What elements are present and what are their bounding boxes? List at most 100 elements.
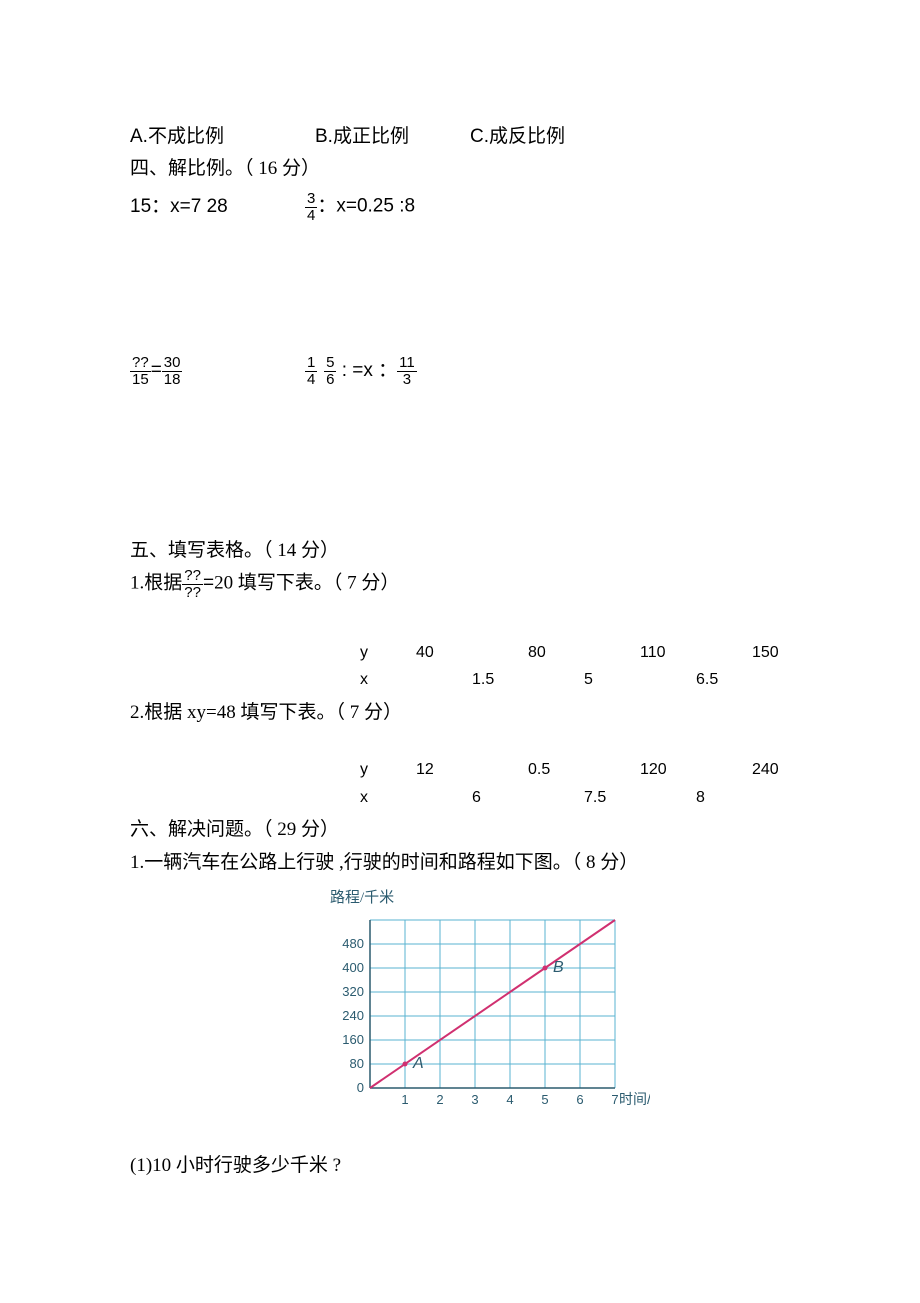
frac-den: ??: [182, 585, 203, 601]
frac-num: 1: [305, 355, 317, 372]
table-cell: 5: [584, 666, 640, 694]
eq2-left-frac-b: 30 18: [162, 355, 183, 388]
option-b-label: B.: [315, 126, 333, 147]
frac-num: 30: [162, 355, 183, 372]
table-cell: [696, 756, 752, 784]
chart-svg: 0801602403204004801234567时间/时AB: [330, 910, 650, 1110]
svg-text:2: 2: [436, 1092, 443, 1107]
table-cell: 12: [416, 756, 472, 784]
svg-text:5: 5: [541, 1092, 548, 1107]
svg-text:3: 3: [471, 1092, 478, 1107]
frac-num: 5: [324, 355, 336, 372]
table-cell: 0.5: [528, 756, 584, 784]
eq1-right-frac: 3 4: [305, 191, 317, 224]
table-row-label: y: [360, 756, 416, 784]
sec6-q1-sub: (1)10 小时行驶多少千米 ?: [130, 1151, 790, 1181]
table-cell: [472, 756, 528, 784]
spacer: [130, 1129, 790, 1149]
mc-options-row: A.不成比例 B.成正比例 C.成反比例: [130, 122, 790, 152]
sec5-q1: 1.根据 ?? ?? =20 填写下表。（ 7 分）: [130, 568, 790, 601]
frac-den: 6: [324, 372, 336, 388]
table-cell: 6: [472, 784, 528, 812]
table-cell: 120: [640, 756, 696, 784]
eq2-right-frac-c: 11 3: [397, 355, 417, 388]
table-2: y120.5120240x67.58: [360, 756, 790, 811]
section-6-title: 六、解决问题。（ 29 分）: [130, 815, 790, 845]
svg-text:0: 0: [357, 1080, 364, 1095]
svg-text:240: 240: [342, 1008, 364, 1023]
section-5-title: 五、填写表格。（ 14 分）: [130, 536, 790, 566]
spacer: [130, 394, 790, 534]
option-a-text: 不成比例: [148, 126, 224, 147]
table-cell: [752, 784, 808, 812]
eq2-right-frac-a: 1 4: [305, 355, 317, 388]
frac-num: 3: [305, 191, 317, 208]
table-cell: [416, 666, 472, 694]
table-cell: 150: [752, 639, 808, 667]
table-cell: 7.5: [584, 784, 640, 812]
svg-text:7: 7: [611, 1092, 618, 1107]
frac-den: 18: [162, 372, 183, 388]
sec5-q1-frac: ?? ??: [182, 568, 203, 601]
chart-y-label: 路程/千米: [330, 886, 650, 910]
eq1-left: 15：x=7 28: [130, 192, 305, 222]
page: A.不成比例 B.成正比例 C.成反比例 四、解比例。（ 16 分） 15：x=…: [0, 0, 920, 1243]
table-cell: [584, 756, 640, 784]
table-cell: [752, 666, 808, 694]
spacer: [130, 603, 790, 631]
svg-text:480: 480: [342, 936, 364, 951]
svg-text:320: 320: [342, 984, 364, 999]
table-cell: 6.5: [696, 666, 752, 694]
eq1-right-tail: ：x=0.25 :8: [317, 195, 415, 216]
option-b: B.成正比例: [315, 122, 470, 152]
table-cell: 1.5: [472, 666, 528, 694]
eq2-right-frac-b: 5 6: [324, 355, 336, 388]
table-1: y4080110150x1.556.5: [360, 639, 790, 694]
chart: 路程/千米 0801602403204004801234567时间/时AB: [330, 886, 650, 1120]
option-c-text: 成反比例: [489, 126, 565, 147]
table-cell: [472, 639, 528, 667]
eq-row-2: ?? 15 = 30 18 1 4 5 6 : =x ： 11 3: [130, 355, 790, 388]
eq-row-1: 15：x=7 28 3 4 ：x=0.25 :8: [130, 191, 790, 224]
table-cell: 240: [752, 756, 808, 784]
table-row-label: x: [360, 666, 416, 694]
option-c: C.成反比例: [470, 122, 565, 152]
option-c-label: C.: [470, 126, 489, 147]
spacer: [130, 730, 790, 748]
table-cell: [416, 784, 472, 812]
eq2-left: ?? 15 = 30 18: [130, 355, 305, 388]
frac-den: 4: [305, 208, 317, 224]
table-cell: 8: [696, 784, 752, 812]
table-cell: 110: [640, 639, 696, 667]
svg-text:160: 160: [342, 1032, 364, 1047]
sec5-q1-mid: =: [203, 573, 214, 594]
table-row-label: y: [360, 639, 416, 667]
table-cell: [640, 666, 696, 694]
eq1-right: 3 4 ：x=0.25 :8: [305, 191, 415, 224]
svg-text:时间/时: 时间/时: [619, 1091, 650, 1107]
svg-text:4: 4: [506, 1092, 513, 1107]
svg-text:B: B: [553, 959, 564, 976]
svg-text:A: A: [412, 1055, 424, 1072]
table-cell: [640, 784, 696, 812]
sec5-q1-prefix: 1.根据: [130, 573, 182, 594]
section-4-title: 四、解比例。（ 16 分）: [130, 154, 790, 184]
frac-den: 4: [305, 372, 317, 388]
table-cell: 80: [528, 639, 584, 667]
svg-text:1: 1: [401, 1092, 408, 1107]
sec5-q2: 2.根据 xy=48 填写下表。（ 7 分）: [130, 698, 790, 728]
svg-text:400: 400: [342, 960, 364, 975]
eq2-left-frac-a: ?? 15: [130, 355, 151, 388]
frac-den: 3: [397, 372, 417, 388]
svg-text:80: 80: [350, 1056, 364, 1071]
sec5-q1-tail: 20 填写下表。（ 7 分）: [214, 573, 399, 594]
table-cell: [528, 666, 584, 694]
eq2-right: 1 4 5 6 : =x ： 11 3: [305, 355, 417, 388]
table-row-label: x: [360, 784, 416, 812]
spacer: [130, 229, 790, 349]
frac-num: ??: [182, 568, 203, 585]
option-b-text: 成正比例: [333, 126, 409, 147]
table-cell: [584, 639, 640, 667]
option-a-label: A.: [130, 126, 148, 147]
eq2-left-mid: =: [151, 360, 162, 381]
